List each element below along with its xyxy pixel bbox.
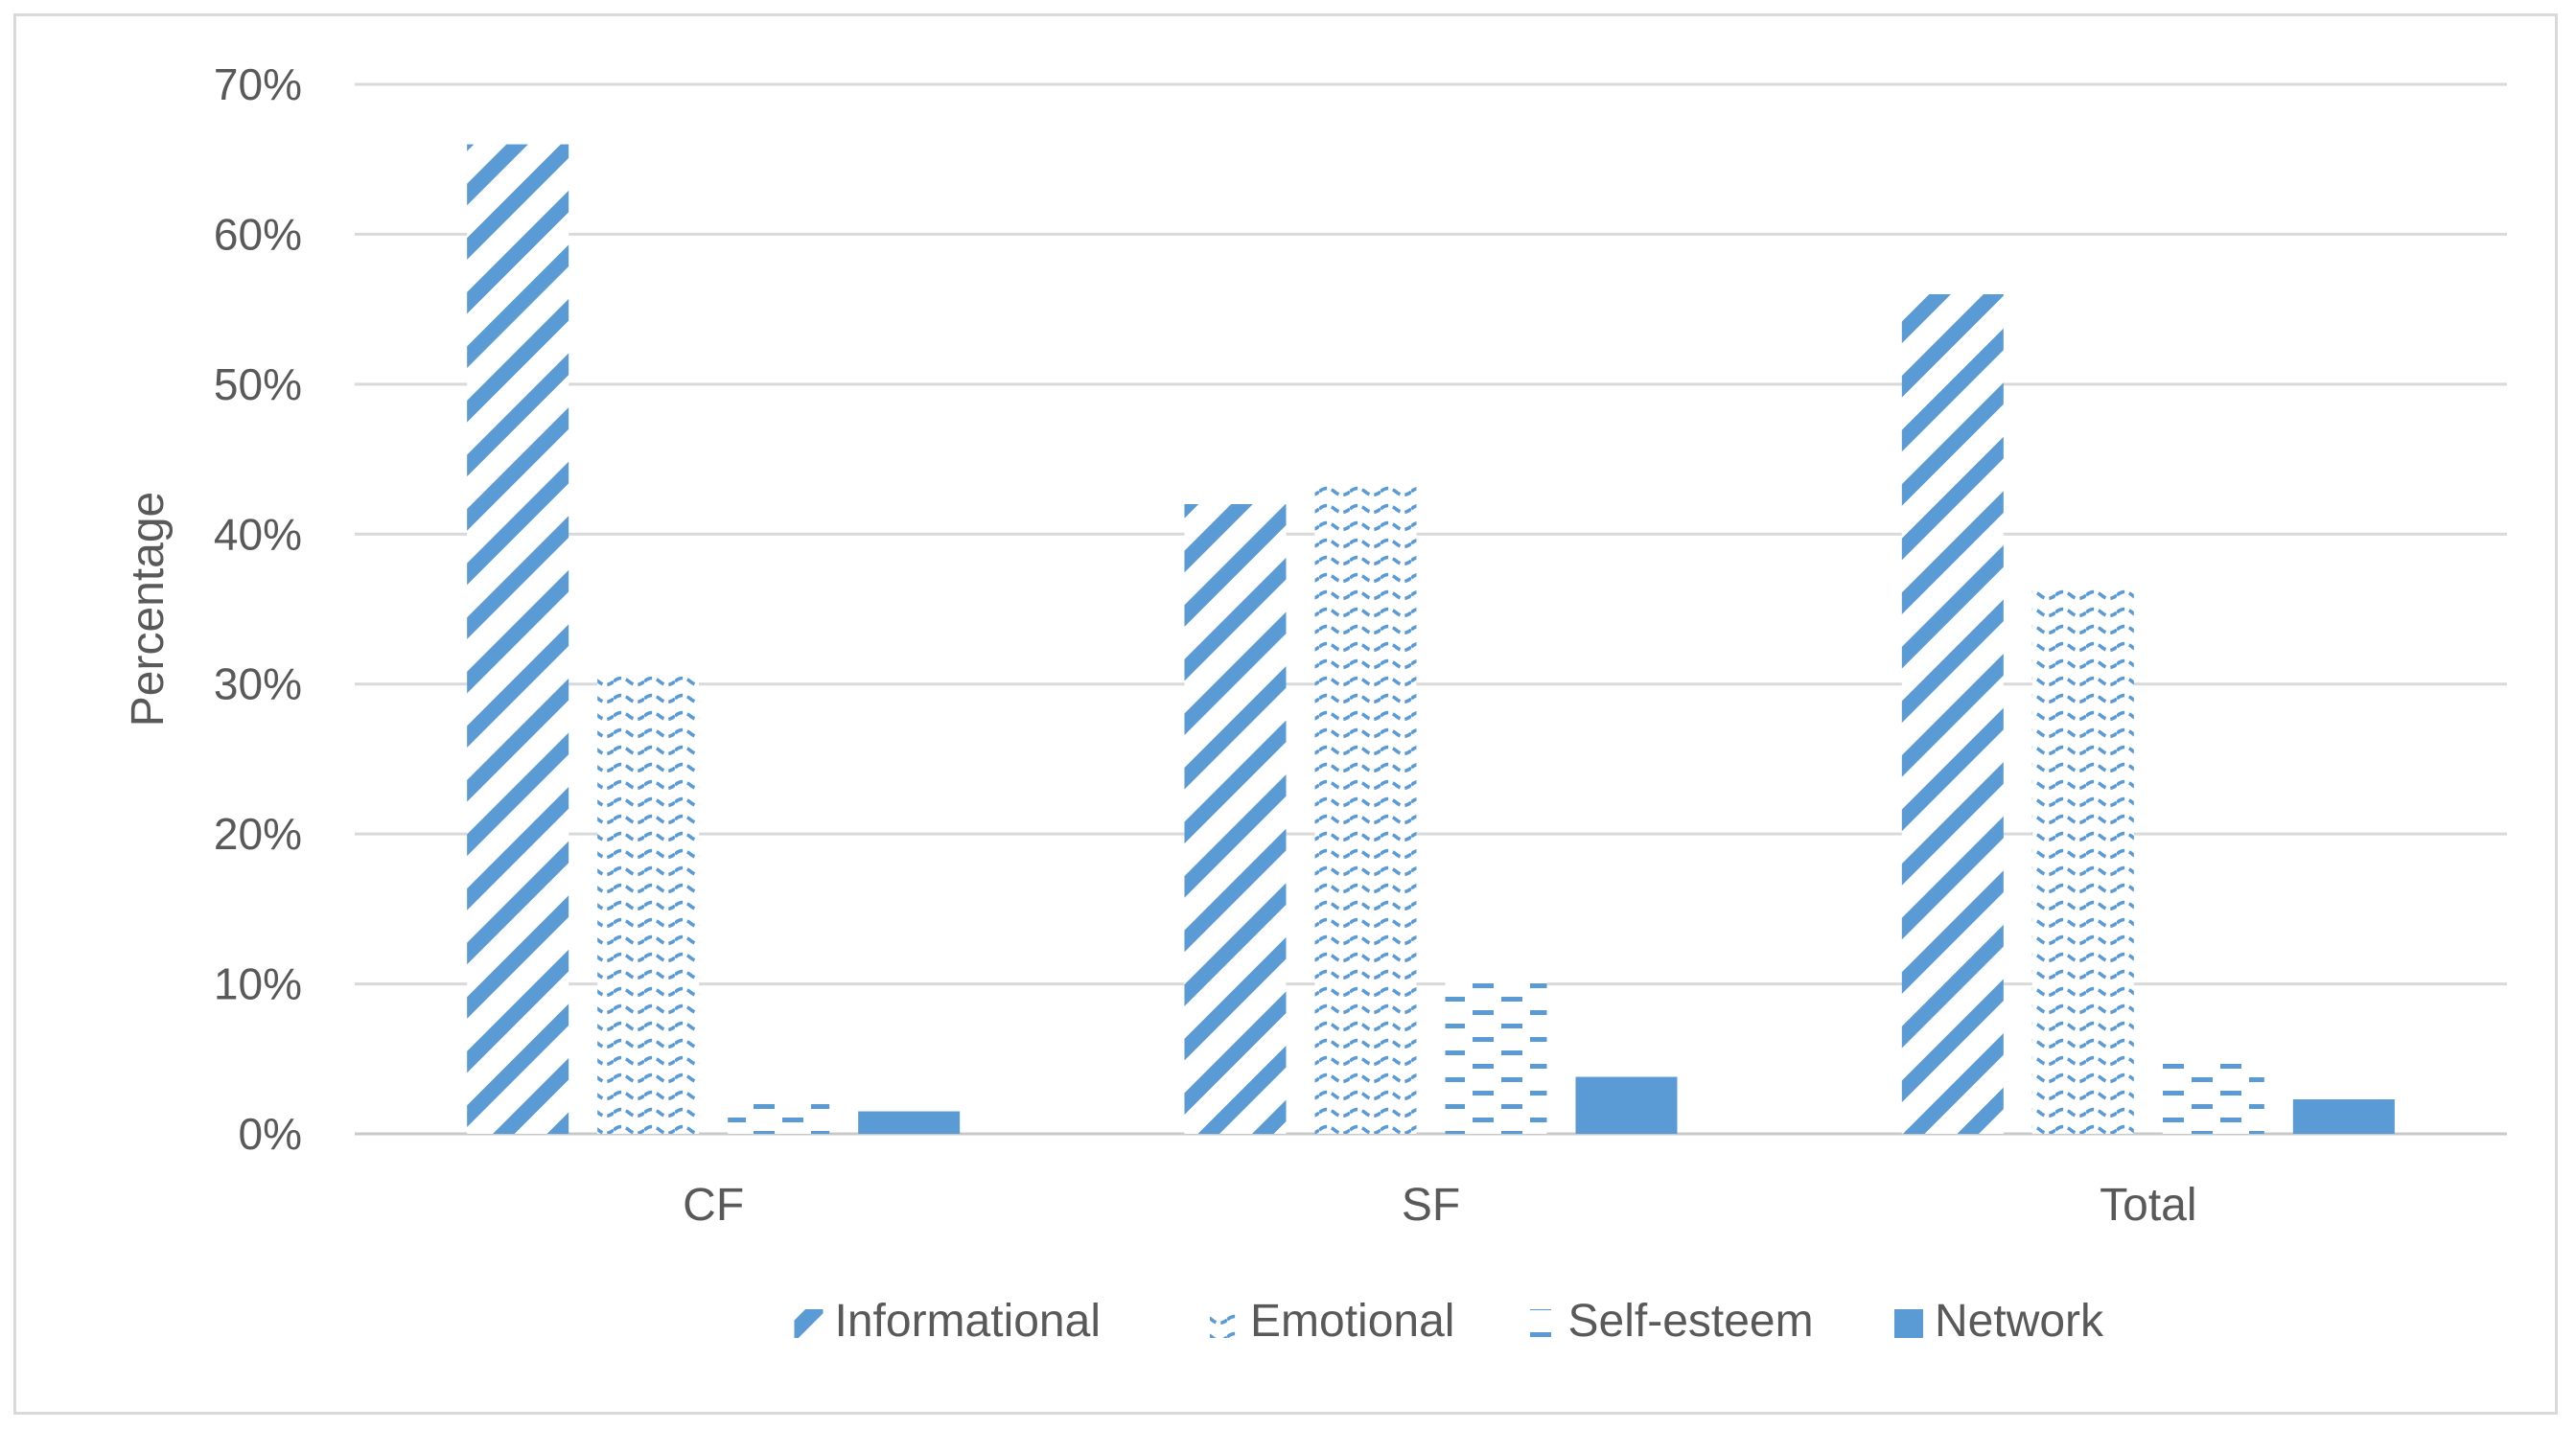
- legend-label: Self-esteem: [1568, 1296, 1814, 1347]
- bar-emotional-cf: [597, 676, 700, 1134]
- bar-informational-total: [1901, 294, 2004, 1134]
- y-tick-label: 50%: [214, 359, 302, 409]
- bar-self-esteem-sf: [1445, 976, 1547, 1134]
- legend-label: Informational: [835, 1296, 1101, 1347]
- y-tick-label: 30%: [214, 659, 302, 709]
- y-tick-label: 0%: [239, 1109, 302, 1159]
- bar-informational-sf: [1184, 504, 1287, 1134]
- bar-network-total: [2292, 1099, 2395, 1134]
- bar-self-esteem-cf: [728, 1103, 830, 1134]
- y-axis-title: Percentage: [123, 492, 174, 727]
- bar-network-sf: [1575, 1076, 1678, 1134]
- bar-informational-cf: [467, 144, 569, 1135]
- y-tick-label: 40%: [214, 509, 302, 559]
- legend-label: Emotional: [1250, 1296, 1454, 1347]
- y-tick-label: 70%: [214, 59, 302, 109]
- gridlines: [355, 82, 2507, 1136]
- legend-swatch-self-esteem: [1527, 1309, 1557, 1338]
- y-tick-label: 20%: [214, 809, 302, 859]
- bars: [467, 144, 2395, 1135]
- y-tick-label: 10%: [214, 959, 302, 1009]
- legend-swatch-network: [1894, 1309, 1923, 1338]
- legend: Informational Emotional Self-esteem Network: [794, 1296, 2104, 1347]
- x-tick-label: CF: [683, 1180, 744, 1231]
- axes: 0% 10% 20% 30% 40% 50% 60% 70% Percentage CF SF Tot…: [123, 59, 2197, 1231]
- x-tick-label: Total: [2100, 1180, 2196, 1231]
- bar-emotional-total: [2031, 587, 2134, 1134]
- legend-label: Network: [1935, 1296, 2104, 1347]
- x-tick-label: SF: [1402, 1180, 1460, 1231]
- legend-swatch-informational: [794, 1309, 824, 1338]
- bar-network-cf: [858, 1111, 961, 1134]
- legend-swatch-emotional: [1210, 1309, 1239, 1338]
- bar-emotional-sf: [1314, 481, 1417, 1134]
- bar-self-esteem-total: [2162, 1058, 2264, 1134]
- y-tick-label: 60%: [214, 209, 302, 259]
